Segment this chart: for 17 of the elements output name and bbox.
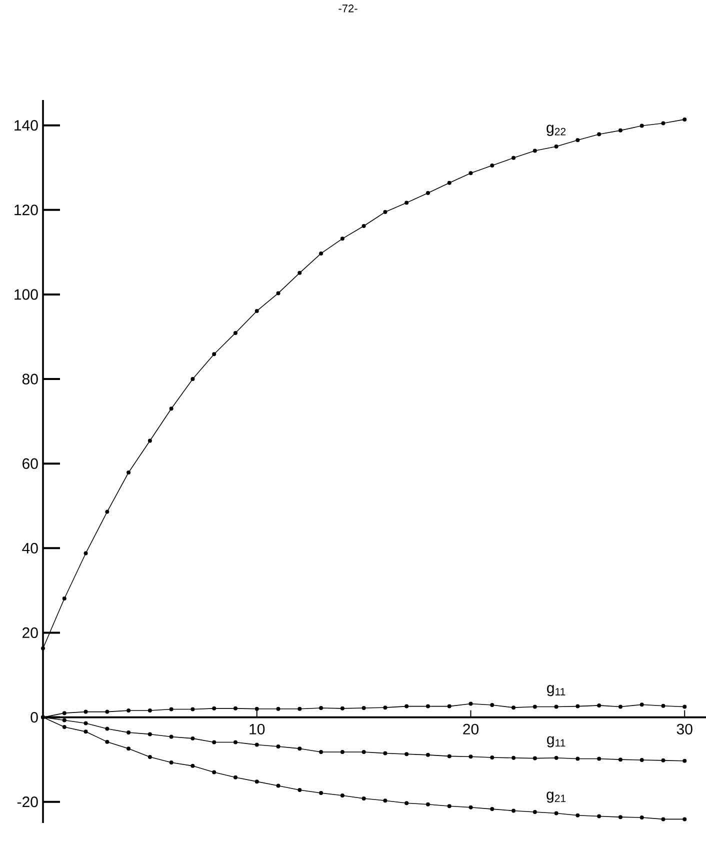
y-tick-label: 0 — [30, 712, 38, 723]
y-tick-label: 60 — [22, 458, 38, 469]
text: -72- — [338, 4, 358, 12]
series-label: g$_{11}$ — [547, 685, 566, 696]
x-tick-label: 30 — [676, 724, 692, 734]
x-tick-label: 10 — [250, 724, 265, 734]
y-tick-label: -20 — [17, 796, 38, 808]
series-label: g$_{22}$ — [546, 124, 566, 136]
y-tick-label: 140 — [14, 120, 38, 131]
x-tick-label: 20 — [463, 724, 478, 734]
series-label: g$_{21}$ — [546, 792, 566, 803]
y-tick-label: 40 — [22, 542, 38, 554]
y-tick-label: 20 — [22, 627, 38, 638]
y-tick-label: 80 — [22, 374, 38, 384]
series-label: g$_{11}$ — [547, 736, 566, 748]
y-tick-label: 120 — [14, 204, 38, 216]
y-tick-label: 100 — [14, 289, 38, 300]
